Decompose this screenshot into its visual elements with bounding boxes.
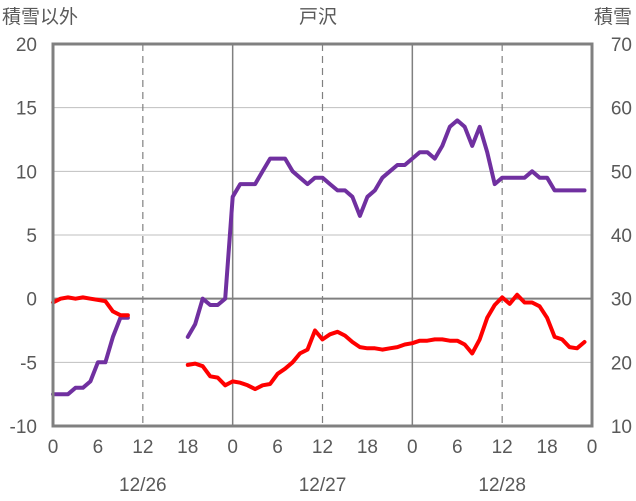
x-tick-label: 12 [312, 437, 333, 458]
right-tick-label: 50 [611, 162, 632, 183]
x-tick-label: 18 [177, 437, 198, 458]
x-tick-label: 0 [407, 437, 418, 458]
x-tick-label: 6 [272, 437, 283, 458]
right-tick-label: 30 [611, 290, 632, 311]
right-tick-label: 70 [611, 35, 632, 56]
x-tick-label: 0 [48, 437, 59, 458]
right-tick-label: 20 [611, 353, 632, 374]
right-tick-label: 10 [611, 417, 632, 438]
right-tick-label: 60 [611, 99, 632, 120]
date-label: 12/26 [119, 475, 167, 496]
left-tick-label: 20 [16, 35, 37, 56]
x-ticks: 0 6 12 18 0 6 12 18 0 6 12 18 0 [48, 437, 598, 458]
x-tick-label: 18 [357, 437, 378, 458]
grid [53, 44, 592, 426]
x-tick-label: 0 [587, 437, 598, 458]
date-label: 12/28 [478, 475, 526, 496]
left-tick-label: 15 [16, 99, 37, 120]
left-tick-label: 0 [26, 290, 37, 311]
x-tick-label: 12 [132, 437, 153, 458]
left-axis-label: 積雪以外 [2, 6, 78, 28]
right-tick-label: 40 [611, 226, 632, 247]
left-tick-label: 5 [26, 226, 37, 247]
x-tick-label: 6 [452, 437, 463, 458]
left-axis-line-segment-1 [185, 292, 587, 392]
right-y-ticks: 70 60 50 40 30 20 10 [611, 35, 632, 438]
left-axis-line-segment-0 [51, 295, 130, 318]
left-tick-label: -5 [20, 353, 37, 374]
snow-depth-line-segment-0 [51, 315, 130, 397]
x-tick-label: 6 [93, 437, 104, 458]
x-tick-label: 0 [227, 437, 238, 458]
date-label: 12/27 [299, 475, 347, 496]
x-tick-label: 12 [492, 437, 513, 458]
snow-depth-line-segment-1 [185, 118, 587, 339]
series-layer [51, 118, 587, 397]
right-axis-label: 積雪 [594, 6, 632, 28]
x-tick-label: 18 [537, 437, 558, 458]
date-labels: 12/26 12/27 12/28 [119, 475, 526, 496]
plot-frame [51, 42, 594, 428]
left-y-ticks: 20 15 10 5 0 -5 -10 [10, 35, 37, 438]
left-tick-label: -10 [10, 417, 37, 438]
chart-title: 戸沢 [299, 6, 337, 28]
left-tick-label: 10 [16, 162, 37, 183]
